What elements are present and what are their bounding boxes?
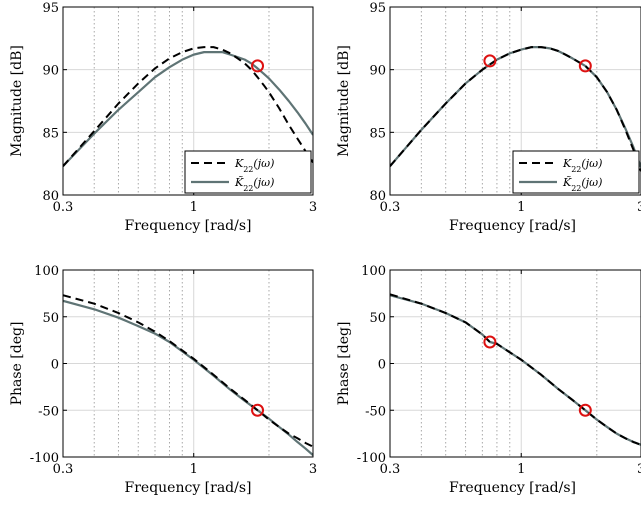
x-axis-label: Frequency [rad/s]	[449, 480, 576, 496]
legend-label-2: K̃22(jω)	[234, 176, 274, 193]
y-tick-label: 90	[369, 64, 386, 79]
subplot-4: 0.3 1 3 -100 -50 0 50 100 Frequency [rad/s] Phase…	[336, 264, 641, 496]
subplot-3: 0.3 1 3 -100 -50 0 50 100 Frequency [rad/s] Phase…	[9, 264, 317, 496]
series-line-2	[63, 51, 313, 167]
y-tick-label: 50	[369, 311, 386, 326]
axes-box	[62, 6, 314, 196]
y-tick-label: 100	[34, 264, 59, 279]
y-axis-label: Phase [deg]	[336, 322, 352, 406]
y-axis-label: Phase [deg]	[9, 322, 25, 406]
x-tick-label: 0.3	[53, 200, 74, 215]
series-line-1	[63, 294, 313, 448]
x-tick-label: 3	[309, 200, 317, 215]
y-tick-label: -50	[365, 404, 386, 419]
y-tick-label: 80	[42, 189, 59, 204]
legend: K22(jω) K̃22(jω)	[512, 150, 640, 194]
series-line-1	[390, 46, 641, 172]
x-tick-label: 1	[517, 462, 525, 477]
grid	[390, 270, 641, 457]
x-axis-label: Frequency [rad/s]	[125, 218, 252, 234]
y-tick-label: -100	[357, 451, 386, 466]
x-tick-label: 1	[517, 200, 525, 215]
y-tick-label: 100	[361, 264, 386, 279]
y-tick-label: 0	[51, 358, 59, 373]
highlight-marker	[483, 335, 497, 349]
highlight-marker	[251, 59, 265, 73]
y-axis-label: Magnitude [dB]	[9, 45, 25, 157]
axes-box	[389, 6, 641, 196]
y-tick-label: 85	[42, 126, 59, 141]
y-tick-label: 90	[42, 64, 59, 79]
subplot-1: 0.3 1 3 80 85 90 95 Frequency [rad/s] Magnitude …	[9, 1, 317, 234]
y-tick-label: 95	[42, 1, 59, 16]
x-tick-label: 0.3	[380, 462, 401, 477]
x-axis-label: Frequency [rad/s]	[449, 218, 576, 234]
y-tick-label: 80	[369, 189, 386, 204]
y-axis-label: Magnitude [dB]	[336, 45, 352, 157]
x-tick-label: 1	[190, 200, 198, 215]
y-tick-label: 85	[369, 126, 386, 141]
y-tick-label: 0	[378, 358, 386, 373]
highlight-marker	[483, 54, 497, 68]
grid	[63, 270, 313, 457]
legend-label-1: K22(jω)	[234, 157, 274, 174]
y-tick-label: 50	[42, 311, 59, 326]
series-line-1	[390, 293, 641, 446]
y-tick-label: -50	[38, 404, 59, 419]
y-tick-label: 95	[369, 1, 386, 16]
highlight-marker	[251, 403, 265, 417]
legend-box	[512, 150, 640, 194]
x-tick-label: 0.3	[53, 462, 74, 477]
x-axis-label: Frequency [rad/s]	[125, 480, 252, 496]
x-tick-label: 3	[637, 462, 641, 477]
x-tick-label: 3	[309, 462, 317, 477]
legend: K22(jω) K̃22(jω)	[184, 150, 312, 194]
x-tick-label: 1	[190, 462, 198, 477]
legend-label-1: K22(jω)	[562, 157, 602, 174]
y-tick-label: -100	[30, 451, 59, 466]
legend-label-2: K̃22(jω)	[562, 176, 602, 193]
highlight-marker	[578, 403, 592, 417]
highlight-marker	[578, 59, 592, 73]
x-tick-label: 0.3	[380, 200, 401, 215]
x-tick-label: 3	[637, 200, 641, 215]
subplot-2: 0.3 1 3 80 85 90 95 Frequency [rad/s] Magnitude …	[336, 1, 641, 234]
legend-box	[184, 150, 312, 194]
